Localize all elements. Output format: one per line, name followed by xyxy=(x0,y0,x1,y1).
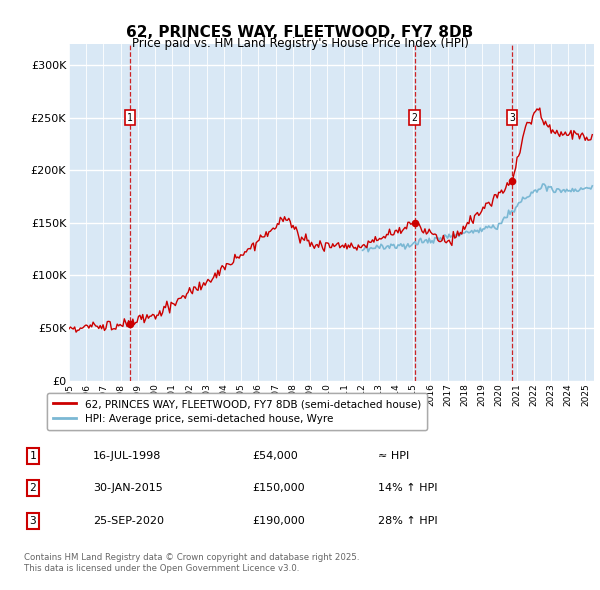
Text: 62, PRINCES WAY, FLEETWOOD, FY7 8DB: 62, PRINCES WAY, FLEETWOOD, FY7 8DB xyxy=(127,25,473,40)
Text: Price paid vs. HM Land Registry's House Price Index (HPI): Price paid vs. HM Land Registry's House … xyxy=(131,37,469,50)
Text: Contains HM Land Registry data © Crown copyright and database right 2025.
This d: Contains HM Land Registry data © Crown c… xyxy=(24,553,359,573)
Text: 30-JAN-2015: 30-JAN-2015 xyxy=(93,483,163,493)
Text: 25-SEP-2020: 25-SEP-2020 xyxy=(93,516,164,526)
Text: 2: 2 xyxy=(29,483,37,493)
Text: 1: 1 xyxy=(29,451,37,461)
Text: 14% ↑ HPI: 14% ↑ HPI xyxy=(378,483,437,493)
Text: £190,000: £190,000 xyxy=(252,516,305,526)
Text: 16-JUL-1998: 16-JUL-1998 xyxy=(93,451,161,461)
Text: 2: 2 xyxy=(412,113,418,123)
Text: 3: 3 xyxy=(29,516,37,526)
Text: 1: 1 xyxy=(127,113,133,123)
Text: 3: 3 xyxy=(509,113,515,123)
Legend: 62, PRINCES WAY, FLEETWOOD, FY7 8DB (semi-detached house), HPI: Average price, s: 62, PRINCES WAY, FLEETWOOD, FY7 8DB (sem… xyxy=(47,393,427,430)
Text: 28% ↑ HPI: 28% ↑ HPI xyxy=(378,516,437,526)
Text: £150,000: £150,000 xyxy=(252,483,305,493)
Text: £54,000: £54,000 xyxy=(252,451,298,461)
Text: ≈ HPI: ≈ HPI xyxy=(378,451,409,461)
